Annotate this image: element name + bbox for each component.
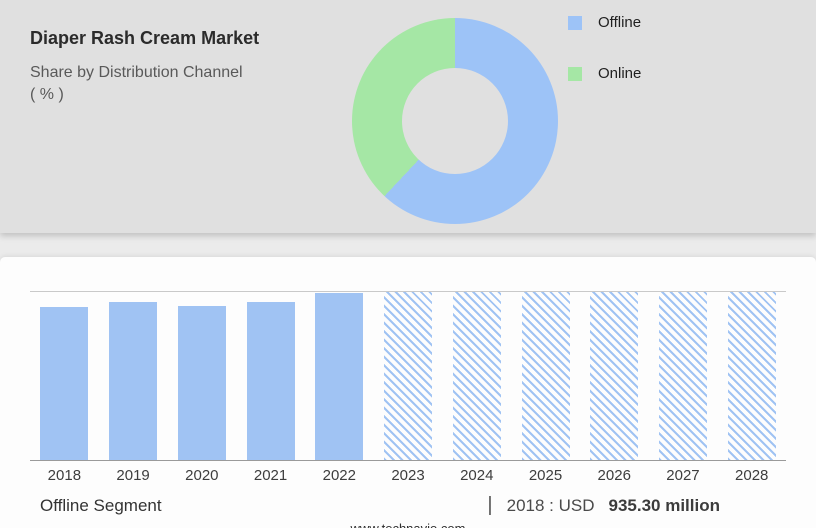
donut-chart[interactable]	[352, 18, 558, 224]
chart-subtitle: Share by Distribution Channel	[30, 64, 243, 81]
website-link[interactable]: www.technavio.com	[0, 521, 816, 528]
caption-row: Offline Segment | 2018 : USD 935.30 mill…	[40, 494, 776, 517]
legend-item-online[interactable]: Online	[568, 65, 641, 82]
bar-2022[interactable]	[315, 292, 364, 460]
bars	[30, 291, 786, 461]
legend-label: Online	[598, 65, 642, 82]
legend-label: Offline	[598, 14, 642, 31]
legend-item-offline[interactable]: Offline	[568, 14, 641, 31]
bar-slot	[717, 292, 786, 460]
bar-chart-panel: 2018 2019 2020 2021 2022 2023 2024 2025 2026 2027…	[0, 257, 816, 528]
chart-unit: ( % )	[30, 85, 64, 103]
x-axis-label: 2020	[185, 467, 219, 484]
bar-slot	[99, 292, 168, 460]
bar-2028[interactable]	[727, 292, 776, 460]
bar-slot	[374, 292, 443, 460]
bar-2021[interactable]	[246, 301, 295, 460]
divider: |	[487, 494, 493, 516]
x-axis-label: 2026	[597, 467, 631, 484]
bar-slot	[305, 292, 374, 460]
x-axis-label: 2028	[735, 467, 769, 484]
page-title: Diaper Rash Cream Market	[30, 28, 260, 48]
x-axis-label: 2027	[666, 467, 700, 484]
x-axis-label: 2018	[47, 467, 82, 484]
bar-slot	[580, 292, 649, 460]
segment-label: Offline Segment	[40, 496, 162, 515]
online-swatch-icon	[568, 66, 582, 81]
chart-header: Diaper Rash Cream Market Share by Distri…	[30, 28, 350, 104]
bar-2025[interactable]	[521, 292, 570, 460]
bar-slot	[167, 292, 236, 460]
bar-slot	[649, 292, 718, 460]
donut-hole	[402, 68, 508, 174]
value-group: | 2018 : USD 935.30 million	[487, 494, 720, 517]
x-axis-label: 2023	[391, 467, 425, 484]
bar-2024[interactable]	[452, 292, 501, 460]
bar-2027[interactable]	[658, 292, 707, 460]
bar-slot	[30, 292, 99, 460]
bar-2026[interactable]	[590, 292, 639, 460]
value-prefix: 2018 : USD	[506, 496, 595, 515]
value-bold: 935.30 million	[608, 496, 721, 515]
bar-slot	[442, 292, 511, 460]
x-axis-label: 2021	[253, 467, 288, 484]
x-axis-label: 2022	[322, 467, 356, 484]
x-axis-label: 2019	[116, 467, 150, 484]
bar-2023[interactable]	[384, 292, 433, 460]
header-section: Diaper Rash Cream Market Share by Distri…	[0, 0, 816, 233]
bar-2019[interactable]	[109, 302, 158, 460]
x-labels: 2018 2019 2020 2021 2022 2023 2024 2025 2026 2027…	[30, 461, 786, 484]
bar-slot	[511, 292, 580, 460]
offline-swatch-icon	[568, 15, 582, 30]
bar-2020[interactable]	[177, 305, 226, 460]
legend: Offline Online	[568, 14, 641, 82]
x-axis-label: 2025	[528, 467, 563, 484]
bar-slot	[236, 292, 305, 460]
bar-2018[interactable]	[40, 306, 89, 460]
x-axis-label: 2024	[460, 467, 494, 484]
